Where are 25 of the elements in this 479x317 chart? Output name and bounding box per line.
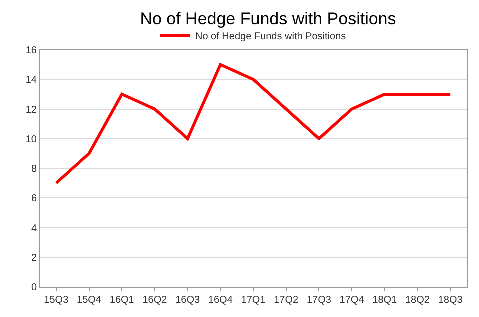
y-tick-label: 4 <box>31 223 38 234</box>
y-tick-label: 10 <box>26 134 38 146</box>
x-tick-label: 16Q3 <box>176 295 200 306</box>
x-tick-label: 17Q1 <box>241 295 266 306</box>
y-tick-label: 6 <box>31 194 38 205</box>
x-tick-label: 15Q3 <box>44 295 70 306</box>
y-tick-label: 0 <box>31 282 38 294</box>
x-tick-label: 16Q2 <box>142 295 168 306</box>
x-tick-label: 16Q1 <box>110 295 135 306</box>
x-tick-label: 16Q4 <box>208 295 234 306</box>
x-tick-label: 18Q3 <box>438 295 464 306</box>
y-tick-label: 8 <box>31 164 38 175</box>
y-tick-label: 2 <box>31 252 38 264</box>
legend-label: No of Hedge Funds with Positions <box>196 31 346 42</box>
x-tick-label: 17Q4 <box>340 295 365 306</box>
x-tick-label: 17Q2 <box>274 295 300 306</box>
chart-title: No of Hedge Funds with Positions <box>140 10 396 29</box>
y-tick-label: 14 <box>26 75 38 86</box>
x-tick-label: 17Q3 <box>306 295 332 306</box>
y-tick-label: 16 <box>26 46 38 56</box>
x-tick-label: 15Q4 <box>77 295 102 306</box>
y-tick-label: 12 <box>26 104 38 116</box>
x-tick-label: 18Q1 <box>372 295 398 306</box>
line-series <box>54 63 452 185</box>
x-tick-label: 18Q2 <box>405 295 430 306</box>
